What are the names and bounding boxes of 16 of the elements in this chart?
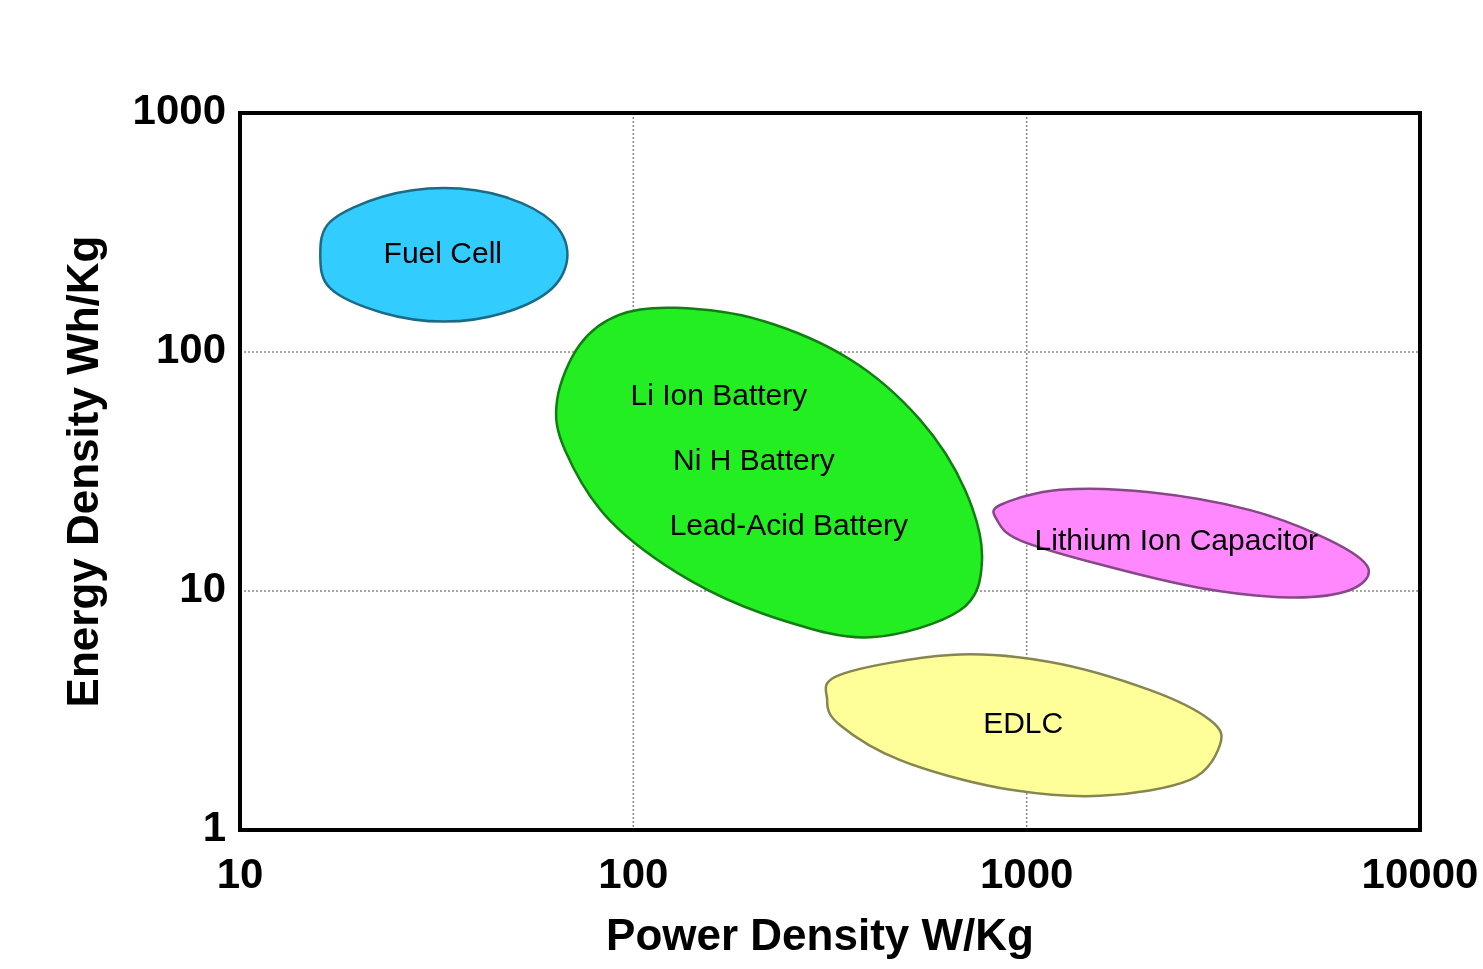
y-tick-label: 100 <box>155 325 226 373</box>
x-axis-title: Power Density W/Kg <box>606 910 1034 959</box>
annotation: Lead-Acid Battery <box>669 508 909 542</box>
y-tick-label: 10 <box>179 564 226 612</box>
x-tick-label: 10000 <box>1361 850 1479 897</box>
series-label: Fuel Cell <box>383 235 502 269</box>
x-tick-label: 100 <box>598 850 669 897</box>
annotation: Ni H Battery <box>673 443 835 477</box>
y-tick-label: 1 <box>202 803 226 851</box>
y-tick-label: 1000 <box>132 86 226 134</box>
series-label: Lithium Ion Capacitor <box>1034 523 1319 557</box>
annotation: Li Ion Battery <box>630 378 808 412</box>
x-tick-label: 10 <box>216 850 264 897</box>
x-tick-label: 1000 <box>979 850 1074 897</box>
series-label: EDLC <box>983 705 1064 739</box>
y-axis-title: Energy Density Wh/Kg <box>58 235 107 708</box>
